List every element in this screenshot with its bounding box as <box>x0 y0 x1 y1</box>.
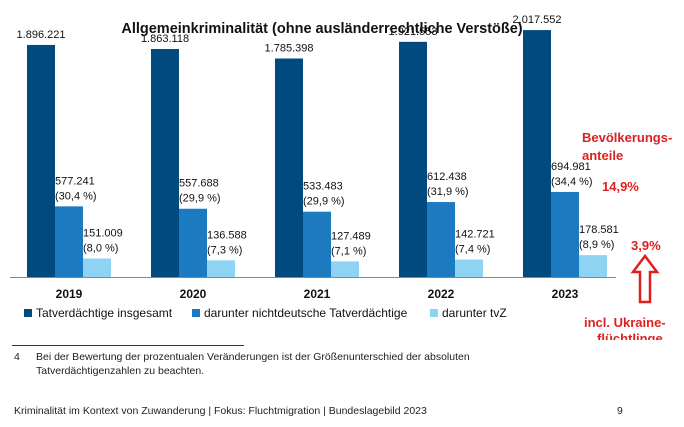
category-label-2021: 2021 <box>304 287 331 301</box>
data-label-2023-series-2: 694.981 <box>551 161 591 173</box>
bar-2020-series-3 <box>207 260 235 277</box>
data-label-2020-series-1: 1.863.118 <box>141 33 189 45</box>
data-label-2020-series-3: 136.588 <box>207 229 247 241</box>
share-label-2022-series-2: (31,9 %) <box>427 186 469 198</box>
share-label-2023-series-2: (34,4 %) <box>551 176 593 188</box>
annotation-heading-line2: anteile <box>582 148 623 163</box>
bar-2023-series-3 <box>579 255 607 277</box>
footnote-number: 4 <box>14 351 20 363</box>
category-label-2022: 2022 <box>428 287 455 301</box>
bar-2021-series-2 <box>303 211 331 277</box>
legend-swatch-series-3 <box>430 309 438 317</box>
annotation-heading-line1: Bevölkerungs- <box>582 130 672 145</box>
legend-label-series-3: darunter tvZ <box>442 306 507 320</box>
data-label-2019-series-2: 577.241 <box>55 175 95 187</box>
legend: Tatverdächtige insgesamt darunter nichtde… <box>24 306 507 320</box>
footnote-separator <box>12 345 244 346</box>
legend-label-series-2: darunter nichtdeutsche Tatverdächtige <box>204 306 408 320</box>
category-labels: 2019 2020 2021 2022 2023 <box>56 287 579 301</box>
footnote-text: Bei der Bewertung der prozentualen Verän… <box>36 351 470 377</box>
bar-2019-series-1 <box>27 44 55 278</box>
data-label-2023-series-3: 178.581 <box>579 224 619 236</box>
share-label-2022-series-3: (7,4 %) <box>455 244 490 256</box>
up-arrow-icon <box>630 253 660 304</box>
data-label-2022-series-3: 142.721 <box>455 229 495 241</box>
share-label-2020-series-3: (7,3 %) <box>207 244 242 256</box>
data-label-2022-series-2: 612.438 <box>427 171 467 183</box>
annotation-note-line1: incl. Ukraine- <box>584 315 666 330</box>
population-share-annotation: Bevölkerungs- anteile 14,9% 3,9% incl. U… <box>582 130 672 340</box>
bar-2021-series-1 <box>275 58 303 277</box>
bar-2023-series-2 <box>551 191 579 277</box>
share-label-2019-series-2: (30,4 %) <box>55 190 97 202</box>
share-label-2021-series-2: (29,9 %) <box>303 196 345 208</box>
bar-2020-series-2 <box>179 208 207 277</box>
share-label-2020-series-2: (29,9 %) <box>179 193 221 205</box>
data-label-2020-series-2: 557.688 <box>179 178 219 190</box>
data-label-2021-series-3: 127.489 <box>331 230 371 242</box>
annotation-share-nichtdeutsche: 14,9% <box>602 179 639 194</box>
data-label-2023-series-1: 2.017.552 <box>513 14 562 26</box>
page-number: 9 <box>617 405 623 417</box>
share-label-2021-series-3: (7,1 %) <box>331 245 366 257</box>
bar-2022-series-3 <box>455 259 483 277</box>
page-footer: Kriminalität im Kontext von Zuwanderung … <box>14 405 427 417</box>
chart-title: Allgemeinkriminalität (ohne ausländerrec… <box>121 21 522 37</box>
data-label-2019-series-3: 151.009 <box>83 228 123 240</box>
bars-group: 1.896.221 577.241 (30,4 %) 151.009 (8,0 %) 1.… <box>17 14 619 278</box>
bar-2021-series-3 <box>331 261 359 277</box>
bar-2023-series-1 <box>523 30 551 278</box>
chart-svg: Allgemeinkriminalität (ohne ausländerrec… <box>10 14 672 340</box>
bar-2019-series-2 <box>55 206 83 277</box>
share-label-2019-series-3: (8,0 %) <box>83 243 118 255</box>
annotation-share-tvz: 3,9% <box>631 238 661 253</box>
data-label-2021-series-1: 1.785.398 <box>265 43 314 55</box>
category-label-2023: 2023 <box>552 287 579 301</box>
footnote: 4 Bei der Bewertung der prozentualen Ver… <box>14 350 574 378</box>
category-label-2019: 2019 <box>56 287 83 301</box>
data-label-2019-series-1: 1.896.221 <box>17 29 66 41</box>
data-label-2022-series-1: 1.921.553 <box>389 26 438 38</box>
category-label-2020: 2020 <box>180 287 207 301</box>
bar-2022-series-1 <box>399 41 427 277</box>
share-label-2023-series-3: (8,9 %) <box>579 239 614 251</box>
annotation-note-line2: flüchtlinge <box>597 331 663 340</box>
legend-label-series-1: Tatverdächtige insgesamt <box>36 306 173 320</box>
legend-swatch-series-1 <box>24 309 32 317</box>
data-label-2021-series-2: 533.483 <box>303 181 343 193</box>
legend-swatch-series-2 <box>192 309 200 317</box>
bar-2019-series-3 <box>83 258 111 277</box>
bar-2020-series-1 <box>151 48 179 278</box>
bar-2022-series-2 <box>427 202 455 277</box>
